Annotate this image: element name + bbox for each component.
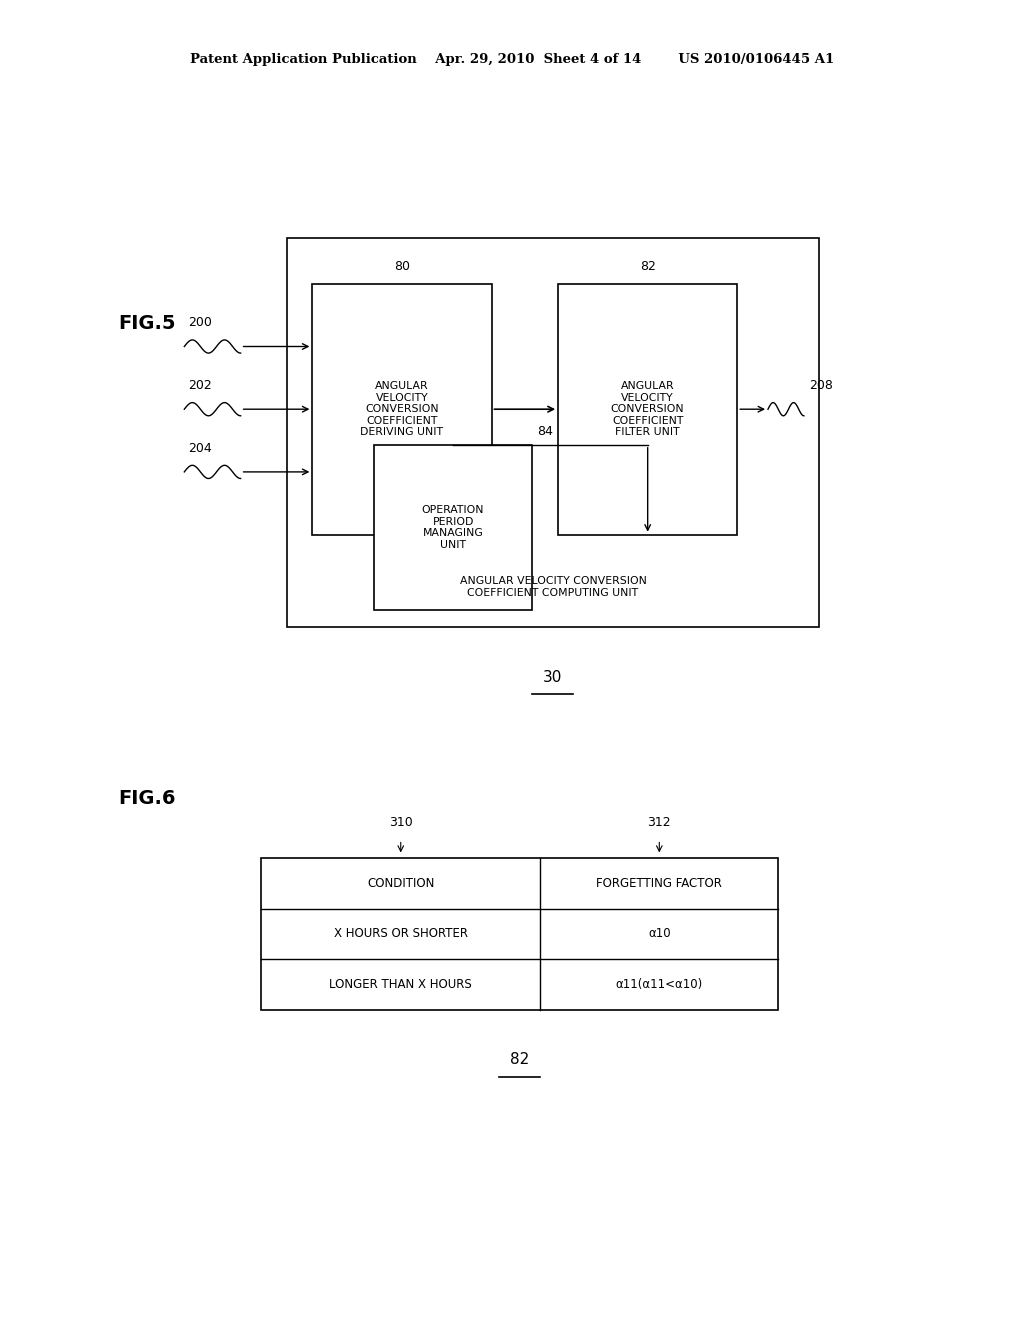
Text: FORGETTING FACTOR: FORGETTING FACTOR [596,876,722,890]
Text: Patent Application Publication    Apr. 29, 2010  Sheet 4 of 14        US 2010/01: Patent Application Publication Apr. 29, … [189,53,835,66]
Text: 82: 82 [510,1052,529,1068]
Bar [312,284,492,535]
Text: 312: 312 [647,816,671,829]
Text: ANGULAR
VELOCITY
CONVERSION
COEFFICIENT
FILTER UNIT: ANGULAR VELOCITY CONVERSION COEFFICIENT … [611,381,684,437]
Text: α10: α10 [648,928,671,940]
Text: FIG.6: FIG.6 [118,789,175,808]
Text: ANGULAR VELOCITY CONVERSION
COEFFICIENT COMPUTING UNIT: ANGULAR VELOCITY CONVERSION COEFFICIENT … [460,577,646,598]
Text: 200: 200 [187,317,212,329]
Bar [287,238,819,627]
Text: α11(α11<α10): α11(α11<α10) [615,978,702,991]
Text: 30: 30 [544,669,562,685]
Text: LONGER THAN X HOURS: LONGER THAN X HOURS [330,978,472,991]
Text: 208: 208 [809,379,833,392]
Text: 310: 310 [389,816,413,829]
Bar [558,284,737,535]
Bar [261,858,778,1010]
Text: 202: 202 [187,379,212,392]
Text: 204: 204 [187,442,212,454]
Text: OPERATION
PERIOD
MANAGING
UNIT: OPERATION PERIOD MANAGING UNIT [422,506,484,549]
Text: CONDITION: CONDITION [367,876,434,890]
Text: ANGULAR
VELOCITY
CONVERSION
COEFFICIENT
DERIVING UNIT: ANGULAR VELOCITY CONVERSION COEFFICIENT … [360,381,443,437]
Text: 82: 82 [640,260,655,273]
Bar [374,445,532,610]
Text: 84: 84 [538,425,554,438]
Text: 80: 80 [394,260,410,273]
Text: FIG.5: FIG.5 [118,314,175,333]
Text: X HOURS OR SHORTER: X HOURS OR SHORTER [334,928,468,940]
